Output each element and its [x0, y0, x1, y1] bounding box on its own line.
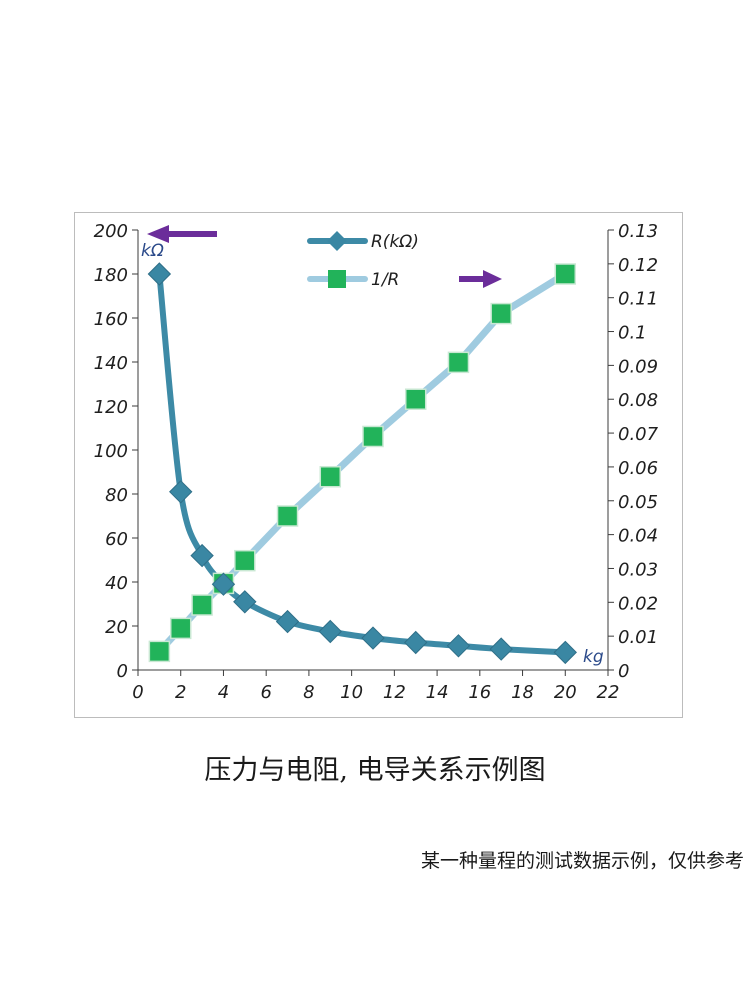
legend-g-label: 1/R [371, 270, 399, 290]
y2-tick-label: 0.07 [618, 424, 659, 445]
y-tick-label: 200 [94, 221, 128, 242]
x-tick-label: 18 [511, 682, 534, 703]
y-tick-label: 120 [94, 397, 128, 418]
x-tick-label: 22 [597, 682, 620, 703]
data-point-resistance [275, 609, 300, 634]
y-tick-label: 140 [94, 353, 128, 374]
legend-g-swatch-marker [328, 270, 346, 288]
y2-tick-label: 0.09 [618, 356, 658, 377]
figure-caption: 压力与电阻, 电导关系示例图 [204, 755, 546, 786]
annotations: kΩ kg [141, 225, 604, 667]
data-point-conductance [169, 617, 192, 640]
x-tick-label: 0 [132, 682, 143, 703]
y2-tick-label: 0.04 [618, 526, 658, 547]
data-point-resistance [147, 262, 172, 286]
data-point-resistance [361, 626, 385, 650]
legend-r-swatch-marker [327, 231, 347, 251]
footnote: 某一种量程的测试数据示例，仅供参考 [420, 850, 744, 872]
data-point-conductance [447, 351, 470, 374]
chart-frame: 0 20 40 60 80 100 120 140 160 180 200 0 0.01 0.02 0.03… [74, 212, 683, 718]
x-tick-label: 4 [218, 682, 229, 703]
data-point-conductance [554, 263, 577, 285]
x-tick-label: 8 [303, 682, 314, 703]
y2-tick-label: 0.1 [618, 323, 647, 344]
y-tick-label: 0 [117, 661, 128, 682]
y2-tick-label: 0.06 [618, 458, 658, 479]
data-point-conductance [234, 549, 256, 572]
x-axis-unit-label: kg [583, 647, 604, 667]
legend-r-label: R(kΩ) [371, 232, 419, 252]
y-tick-label: 80 [105, 485, 128, 506]
data-point-conductance [362, 425, 384, 448]
right-axis-arrow [459, 270, 502, 288]
y-axis-unit-label: kΩ [141, 241, 164, 261]
x-tick-label: 10 [340, 682, 363, 703]
data-point-resistance [169, 480, 193, 504]
left-axis-arrow [147, 225, 217, 243]
data-point-resistance [190, 543, 214, 568]
y-tick-label: 160 [94, 309, 128, 330]
data-point-resistance [553, 640, 577, 665]
y2-tick-label: 0.13 [618, 221, 658, 242]
data-point-resistance [233, 590, 257, 614]
y2-tick-label: 0.08 [618, 390, 658, 411]
ticks-layer: 02040608010012014016018020000.010.020.03… [94, 221, 659, 703]
x-tick-label: 16 [468, 682, 491, 703]
x-tick-label: 14 [426, 682, 449, 703]
y2-tick-label: 0.02 [618, 593, 658, 614]
x-tick-label: 6 [260, 682, 271, 703]
data-point-resistance [211, 572, 236, 596]
data-point-resistance [404, 630, 428, 655]
data-point-conductance [276, 505, 299, 527]
y-tick-label: 40 [105, 573, 128, 594]
y2-tick-label: 0.11 [618, 289, 658, 310]
series-layer [147, 262, 577, 665]
data-point-resistance [446, 634, 471, 658]
legend: R(kΩ) 1/R [307, 231, 419, 290]
x-tick-label: 20 [554, 682, 577, 703]
data-point-conductance [148, 640, 171, 663]
data-point-conductance [319, 465, 342, 488]
data-point-conductance [404, 388, 427, 410]
data-point-resistance [318, 619, 342, 644]
data-point-resistance [489, 637, 513, 661]
series-line-conductance [155, 270, 569, 655]
y2-tick-label: 0.03 [618, 559, 658, 580]
data-point-conductance [191, 594, 213, 616]
y2-tick-label: 0.12 [618, 255, 658, 276]
y-tick-label: 180 [94, 265, 128, 286]
y-tick-label: 20 [105, 617, 128, 638]
y2-tick-label: 0.01 [618, 627, 658, 648]
chart-svg: 02040608010012014016018020000.010.020.03… [94, 221, 659, 703]
y-tick-label: 100 [94, 441, 128, 462]
data-point-conductance [490, 302, 512, 325]
y2-tick-label: 0.05 [618, 492, 658, 513]
y2-tick-label: 0 [618, 661, 629, 682]
x-tick-label: 2 [175, 682, 186, 703]
x-tick-label: 12 [383, 682, 406, 703]
series-line-resistance [156, 271, 569, 656]
y-tick-label: 60 [105, 529, 128, 550]
